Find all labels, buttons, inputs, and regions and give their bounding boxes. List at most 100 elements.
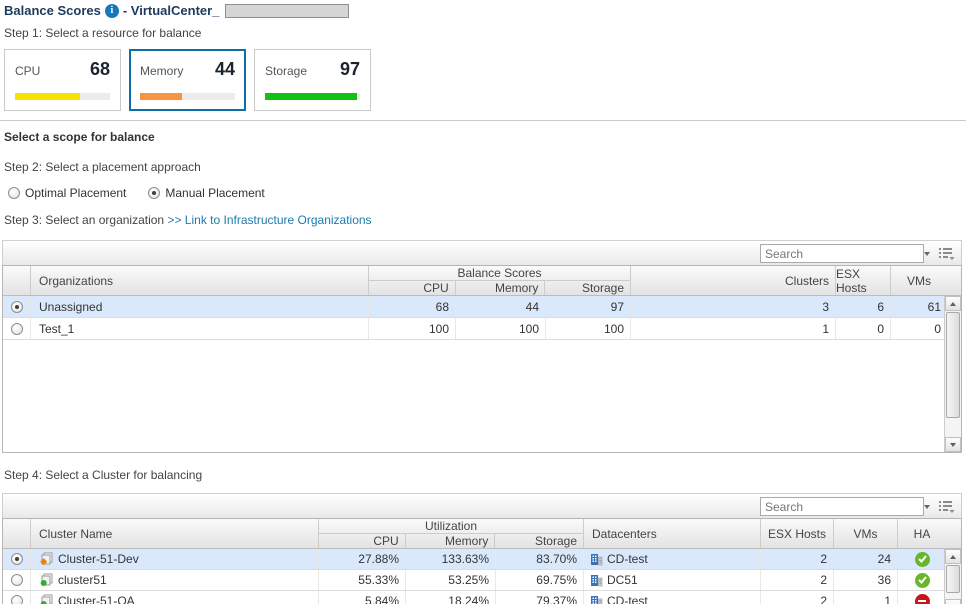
storage-card-value: 97 xyxy=(339,59,360,79)
scroll-down-icon[interactable] xyxy=(945,437,961,452)
step2-label: Step 2: Select a placement approach xyxy=(4,160,201,174)
cluster-vms: 24 xyxy=(834,549,898,569)
cluster-header-utilization: Utilization xyxy=(319,519,583,534)
clusters-table: Cluster Name Utilization CPU Memory Stor… xyxy=(2,518,962,604)
step4-label: Step 4: Select a Cluster for balancing xyxy=(4,468,203,482)
redacted-server-name xyxy=(225,3,350,18)
ha-ok-icon xyxy=(914,572,930,588)
org-header-storage[interactable]: Storage xyxy=(581,281,624,295)
cluster-row-qa[interactable]: Cluster-51-QA 5.84% 18.24% 79.37% CD-tes… xyxy=(3,591,961,604)
org-table-scrollbar[interactable] xyxy=(944,296,961,452)
cluster-vms: 1 xyxy=(834,591,898,604)
scrollbar-thumb[interactable] xyxy=(946,312,960,418)
cluster-name: cluster51 xyxy=(58,573,107,587)
cluster-esx-hosts: 2 xyxy=(761,570,834,590)
cluster-storage-utilization: 83.70% xyxy=(496,549,584,569)
cluster-vms: 36 xyxy=(834,570,898,590)
cluster-search-box[interactable] xyxy=(760,497,930,516)
storage-card[interactable]: Storage 97 xyxy=(254,49,371,111)
cpu-card-label: CPU xyxy=(15,64,41,78)
org-search-box[interactable] xyxy=(760,244,930,263)
cluster-memory-utilization: 53.25% xyxy=(406,570,496,590)
storage-card-label: Storage xyxy=(265,64,308,78)
cluster-row-radio[interactable] xyxy=(10,595,23,604)
scroll-up-icon[interactable] xyxy=(945,549,961,564)
cluster-search-input[interactable] xyxy=(761,499,920,514)
cluster-header-memory[interactable]: Memory xyxy=(406,534,496,548)
scope-header: Select a scope for balance xyxy=(4,130,155,144)
org-header-memory[interactable]: Memory xyxy=(456,281,546,295)
cluster-datacenter: CD-test xyxy=(607,552,648,566)
cluster-header-name[interactable]: Cluster Name xyxy=(31,519,319,548)
cluster-memory-utilization: 133.63% xyxy=(406,549,496,569)
cluster-header-ha[interactable]: HA xyxy=(913,526,931,541)
cluster-name: Cluster-51-QA xyxy=(58,594,135,604)
search-options-caret-icon[interactable] xyxy=(924,504,930,509)
org-row-radio[interactable] xyxy=(10,322,23,335)
cluster-cpu-utilization: 27.88% xyxy=(319,549,406,569)
org-header-clusters[interactable]: Clusters xyxy=(631,266,836,295)
step1-label: Step 1: Select a resource for balance xyxy=(4,26,202,40)
cluster-ok-icon xyxy=(40,594,53,604)
cluster-header-utilization-group: Utilization CPU Memory Storage xyxy=(319,519,584,548)
datacenter-icon xyxy=(591,574,603,586)
infrastructure-organizations-link[interactable]: >> Link to Infrastructure Organizations xyxy=(167,213,372,227)
cluster-header-radio-spacer xyxy=(3,519,31,548)
org-cpu-score: 100 xyxy=(369,318,456,339)
cpu-card-value: 68 xyxy=(89,59,110,79)
placement-options: Optimal Placement Manual Placement xyxy=(8,186,966,200)
customizer-icon[interactable] xyxy=(938,246,955,261)
memory-card-label: Memory xyxy=(140,64,184,78)
search-options-caret-icon[interactable] xyxy=(924,251,930,256)
org-memory-score: 100 xyxy=(456,318,546,339)
scroll-down-icon[interactable] xyxy=(945,599,961,604)
cluster-cpu-utilization: 5.84% xyxy=(319,591,406,604)
org-header-organizations[interactable]: Organizations xyxy=(31,266,369,295)
cluster-header-vms[interactable]: VMs xyxy=(834,519,898,548)
cpu-card[interactable]: CPU 68 xyxy=(4,49,121,111)
cluster-row-cluster51[interactable]: cluster51 55.33% 53.25% 69.75% DC51 2 36 xyxy=(3,570,961,591)
org-row-unassigned[interactable]: Unassigned 68 44 97 3 6 61 xyxy=(3,296,961,318)
organizations-table-header: Organizations Balance Scores CPU Memory … xyxy=(3,266,961,296)
step3-label: Step 3: Select an organization xyxy=(4,213,165,227)
org-clusters: 1 xyxy=(631,318,836,339)
datacenter-icon xyxy=(591,595,603,604)
cluster-row-radio[interactable] xyxy=(10,553,23,565)
org-header-vms[interactable]: VMs xyxy=(907,273,931,288)
cluster-header-storage[interactable]: Storage xyxy=(534,534,577,548)
org-row-radio[interactable] xyxy=(10,300,23,313)
cluster-warning-icon xyxy=(40,552,53,566)
org-header-cpu[interactable]: CPU xyxy=(369,281,456,295)
cluster-header-esx-hosts[interactable]: ESX Hosts xyxy=(761,519,834,548)
cluster-name: Cluster-51-Dev xyxy=(58,552,139,566)
org-storage-score: 100 xyxy=(546,318,631,339)
cluster-header-cpu[interactable]: CPU xyxy=(319,534,406,548)
storage-score-bar xyxy=(265,93,360,100)
cluster-esx-hosts: 2 xyxy=(761,549,834,569)
org-vms: 61 xyxy=(927,299,941,314)
org-row-test1[interactable]: Test_1 100 100 100 1 0 0 xyxy=(3,318,961,340)
org-search-input[interactable] xyxy=(761,246,920,261)
step3-row: Step 3: Select an organization >> Link t… xyxy=(4,213,966,227)
organizations-table: Organizations Balance Scores CPU Memory … xyxy=(2,265,962,453)
cluster-storage-utilization: 69.75% xyxy=(496,570,584,590)
org-header-esx-hosts[interactable]: ESX Hosts xyxy=(836,266,891,295)
scroll-up-icon[interactable] xyxy=(945,296,961,311)
cluster-table-scrollbar[interactable] xyxy=(944,549,961,604)
info-icon[interactable]: i xyxy=(104,3,119,18)
cluster-esx-hosts: 2 xyxy=(761,591,834,604)
manual-placement-option[interactable]: Manual Placement xyxy=(148,186,265,200)
manual-placement-radio[interactable] xyxy=(148,187,161,199)
cluster-row-dev[interactable]: Cluster-51-Dev 27.88% 133.63% 83.70% CD-… xyxy=(3,549,961,570)
customizer-icon[interactable] xyxy=(938,499,955,514)
optimal-placement-radio[interactable] xyxy=(8,187,20,199)
org-header-balance-scores-group: Balance Scores CPU Memory Storage xyxy=(369,266,631,295)
memory-card[interactable]: Memory 44 xyxy=(129,49,246,111)
cluster-memory-utilization: 18.24% xyxy=(406,591,496,604)
optimal-placement-option[interactable]: Optimal Placement xyxy=(8,186,126,200)
cluster-header-datacenters[interactable]: Datacenters xyxy=(584,519,761,548)
scrollbar-thumb[interactable] xyxy=(946,565,960,593)
cluster-row-radio[interactable] xyxy=(10,574,23,586)
cluster-cpu-utilization: 55.33% xyxy=(319,570,406,590)
